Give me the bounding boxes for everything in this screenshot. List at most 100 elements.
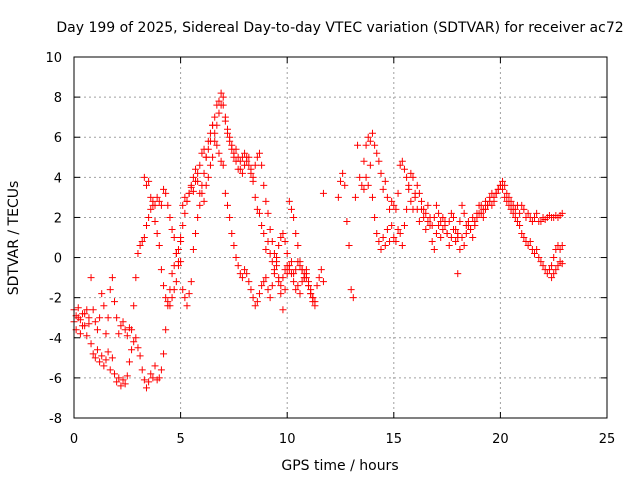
- data-point: [85, 320, 93, 328]
- data-point: [524, 209, 532, 217]
- data-point: [458, 234, 466, 241]
- axis-ticks: 0 5 10 15 20 25 -8 -6 -4 -2 0 2 4 6 8 10: [45, 51, 615, 447]
- data-point: [277, 282, 285, 290]
- data-point: [187, 278, 195, 286]
- data-point: [388, 197, 396, 205]
- data-point: [162, 189, 170, 197]
- data-point: [168, 225, 176, 233]
- data-point: [375, 157, 383, 165]
- data-point: [204, 173, 212, 181]
- data-point: [516, 221, 524, 229]
- data-point: [290, 213, 298, 221]
- data-point: [102, 330, 110, 338]
- data-point: [362, 173, 370, 181]
- data-point: [383, 193, 391, 201]
- data-point: [181, 209, 189, 217]
- data-point: [558, 242, 566, 250]
- data-point: [160, 350, 168, 358]
- data-point: [206, 137, 214, 145]
- data-point: [290, 278, 298, 286]
- data-point: [469, 234, 477, 241]
- data-point: [153, 193, 161, 201]
- data-point: [558, 209, 566, 217]
- data-point: [151, 217, 159, 225]
- data-point: [296, 290, 304, 298]
- data-point: [123, 332, 131, 340]
- data-point: [145, 177, 153, 185]
- data-point: [202, 153, 210, 161]
- data-point: [388, 221, 396, 229]
- data-point: [111, 298, 119, 306]
- data-point: [309, 298, 317, 306]
- data-point: [381, 242, 389, 250]
- data-point: [413, 181, 421, 189]
- data-point: [147, 370, 155, 378]
- data-point: [533, 246, 541, 254]
- data-point: [140, 376, 148, 384]
- data-point: [279, 306, 287, 314]
- data-point: [132, 274, 140, 282]
- data-point: [177, 238, 185, 246]
- data-point: [492, 189, 500, 197]
- data-points: [70, 89, 566, 392]
- data-point: [255, 290, 263, 298]
- data-point: [462, 229, 470, 237]
- data-point: [185, 189, 193, 197]
- data-point: [531, 213, 539, 221]
- data-point: [358, 181, 366, 189]
- data-point: [315, 274, 323, 282]
- data-point: [460, 242, 468, 250]
- x-tick-label: 15: [386, 432, 403, 447]
- data-point: [179, 286, 187, 294]
- data-point: [364, 133, 372, 141]
- data-point: [232, 254, 240, 262]
- data-point: [537, 217, 545, 225]
- data-point: [211, 113, 219, 121]
- data-point: [149, 201, 157, 209]
- data-point: [319, 278, 327, 286]
- data-point: [142, 181, 150, 189]
- data-point: [319, 189, 327, 197]
- data-point: [503, 189, 511, 197]
- data-point: [255, 209, 263, 217]
- data-point: [140, 234, 148, 241]
- data-point: [292, 286, 300, 294]
- data-point: [185, 290, 193, 298]
- data-point: [155, 374, 163, 382]
- data-point: [260, 229, 268, 237]
- data-point: [189, 173, 197, 181]
- y-tick-label: 6: [54, 131, 62, 146]
- data-point: [435, 221, 443, 229]
- data-point: [452, 238, 460, 246]
- data-point: [136, 242, 144, 250]
- x-axis-label: GPS time / hours: [281, 458, 398, 474]
- x-tick-label: 5: [176, 432, 184, 447]
- data-point: [219, 101, 227, 109]
- data-point: [192, 229, 200, 237]
- data-point: [275, 274, 283, 282]
- data-point: [550, 270, 558, 278]
- data-point: [266, 225, 274, 233]
- data-point: [83, 306, 91, 314]
- data-point: [513, 217, 521, 225]
- data-point: [221, 117, 229, 125]
- data-point: [366, 161, 374, 169]
- data-point: [390, 234, 398, 241]
- data-point: [268, 282, 276, 290]
- data-point: [298, 278, 306, 286]
- data-point: [422, 225, 430, 233]
- data-point: [392, 238, 400, 246]
- data-point: [345, 242, 353, 250]
- data-point: [119, 318, 127, 326]
- data-point: [209, 153, 217, 161]
- data-point: [287, 258, 295, 266]
- data-point: [249, 294, 257, 302]
- plot-frame: [73, 56, 608, 419]
- data-point: [96, 358, 104, 366]
- data-point: [174, 258, 182, 266]
- data-point: [499, 185, 507, 193]
- data-point: [366, 137, 374, 145]
- data-point: [179, 221, 187, 229]
- data-point: [396, 161, 404, 169]
